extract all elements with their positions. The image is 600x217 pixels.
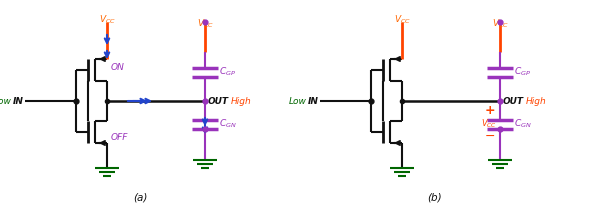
Text: +: + (484, 105, 495, 117)
Text: IN: IN (308, 97, 319, 105)
Text: OUT: OUT (208, 97, 229, 105)
Text: High: High (526, 97, 547, 105)
Text: $C_{GP}$: $C_{GP}$ (514, 66, 531, 78)
Text: Low: Low (0, 97, 12, 105)
Text: $V_{CC}$: $V_{CC}$ (481, 118, 497, 130)
Text: $C_{GP}$: $C_{GP}$ (219, 66, 236, 78)
Text: $C_{GN}$: $C_{GN}$ (219, 118, 237, 130)
Text: $V_{CC}$: $V_{CC}$ (98, 14, 115, 26)
Text: $V_{CC}$: $V_{CC}$ (197, 18, 214, 31)
Text: IN: IN (13, 97, 24, 105)
Text: OFF: OFF (111, 133, 128, 141)
Text: High: High (231, 97, 252, 105)
Text: ON: ON (111, 62, 125, 71)
Text: $-$: $-$ (484, 128, 495, 141)
Text: (b): (b) (428, 192, 442, 202)
Text: $V_{CC}$: $V_{CC}$ (394, 14, 410, 26)
Text: OUT: OUT (503, 97, 524, 105)
Text: $V_{CC}$: $V_{CC}$ (491, 18, 508, 31)
Text: Low: Low (289, 97, 307, 105)
Text: (a): (a) (133, 192, 147, 202)
Text: $C_{GN}$: $C_{GN}$ (514, 118, 532, 130)
